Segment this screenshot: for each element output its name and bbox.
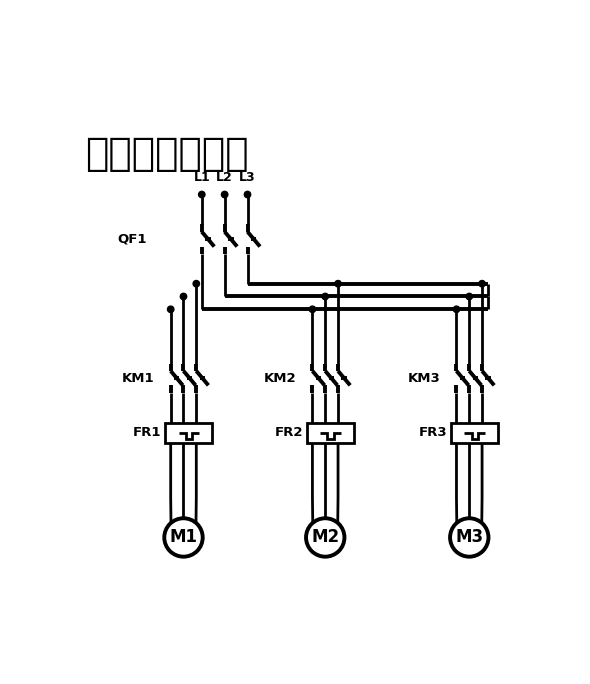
Bar bbox=[451, 423, 498, 443]
Text: 一次接线参考：: 一次接线参考： bbox=[85, 135, 249, 173]
Text: QF1: QF1 bbox=[117, 233, 147, 246]
Circle shape bbox=[244, 192, 251, 198]
Circle shape bbox=[309, 306, 316, 313]
Circle shape bbox=[306, 518, 345, 557]
Text: FR1: FR1 bbox=[133, 427, 162, 440]
Circle shape bbox=[335, 280, 341, 287]
Circle shape bbox=[221, 192, 228, 198]
Text: KM3: KM3 bbox=[408, 371, 441, 384]
Text: M3: M3 bbox=[455, 529, 483, 547]
Circle shape bbox=[466, 293, 473, 300]
Text: KM1: KM1 bbox=[122, 371, 155, 384]
Circle shape bbox=[164, 518, 203, 557]
Bar bbox=[165, 423, 212, 443]
Text: KM2: KM2 bbox=[264, 371, 296, 384]
Circle shape bbox=[322, 293, 329, 300]
Text: M1: M1 bbox=[169, 529, 198, 547]
Circle shape bbox=[168, 306, 174, 313]
Text: FR2: FR2 bbox=[275, 427, 303, 440]
Text: L3: L3 bbox=[239, 171, 256, 184]
Text: M2: M2 bbox=[311, 529, 339, 547]
Circle shape bbox=[193, 280, 199, 287]
Text: L1: L1 bbox=[194, 171, 210, 184]
Bar bbox=[307, 423, 354, 443]
Circle shape bbox=[453, 306, 460, 313]
Circle shape bbox=[181, 293, 186, 300]
Circle shape bbox=[199, 192, 205, 198]
Text: L2: L2 bbox=[217, 171, 233, 184]
Circle shape bbox=[479, 280, 485, 287]
Circle shape bbox=[450, 518, 489, 557]
Text: FR3: FR3 bbox=[419, 427, 447, 440]
